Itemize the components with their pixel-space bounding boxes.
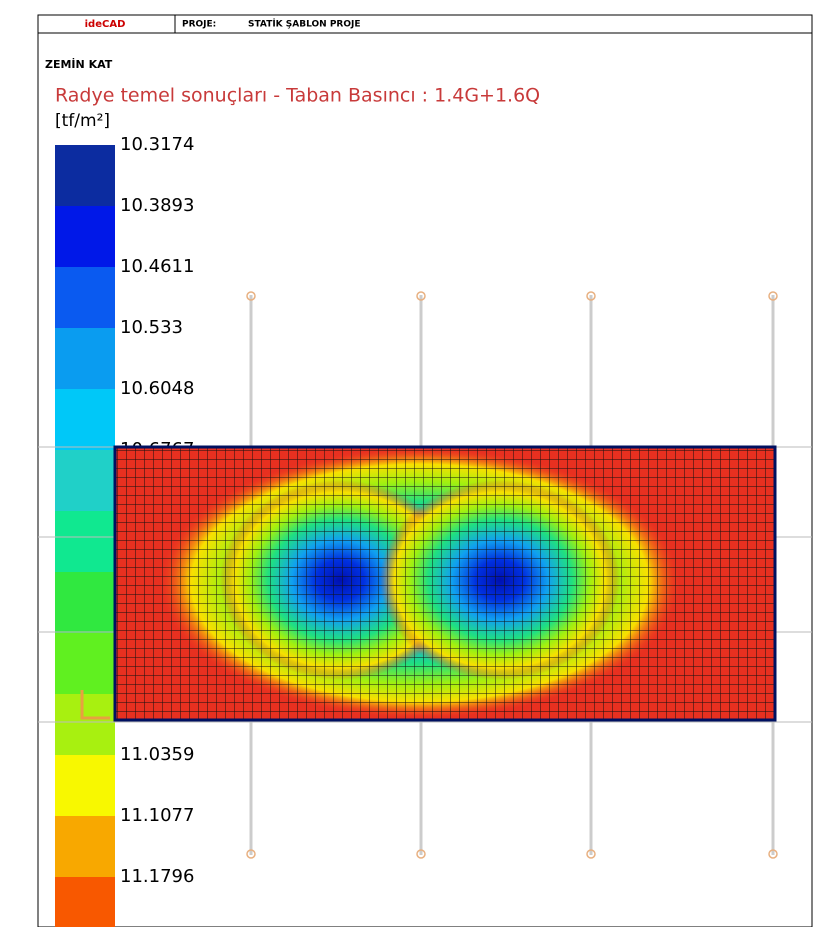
legend-label: 10.3174 [120,134,194,155]
legend-label: 11.0359 [120,744,194,765]
project-label: PROJE: [182,20,216,30]
legend-swatch [55,511,115,572]
legend-swatch [55,145,115,206]
legend-swatch [55,694,115,755]
legend-label: 10.6048 [120,378,194,399]
legend-label: 10.4611 [120,256,194,277]
axis-marker [80,690,110,720]
legend-swatch [55,572,115,633]
project-name: STATİK ŞABLON PROJE [248,19,361,30]
unit-label: [tf/m²] [55,111,110,131]
legend-swatch [55,755,115,816]
contour-plot [38,291,812,859]
legend-swatch [55,633,115,694]
legend-swatch [55,877,115,927]
legend-swatch [55,328,115,389]
legend-label: 10.533 [120,317,183,338]
legend-swatch [55,206,115,267]
floor-name: ZEMİN KAT [45,57,113,71]
legend-label: 10.3893 [120,195,194,216]
legend-label: 11.1077 [120,805,194,826]
legend-swatch [55,450,115,511]
mesh [113,445,777,722]
logo: ideCAD [85,19,126,30]
axis-bubbles [246,291,778,859]
legend-label: 11.1796 [120,866,194,887]
legend-swatch [55,267,115,328]
legend-swatch [55,389,115,450]
plot-title: Radye temel sonuçları - Taban Basıncı : … [55,85,540,107]
legend-swatch [55,816,115,877]
